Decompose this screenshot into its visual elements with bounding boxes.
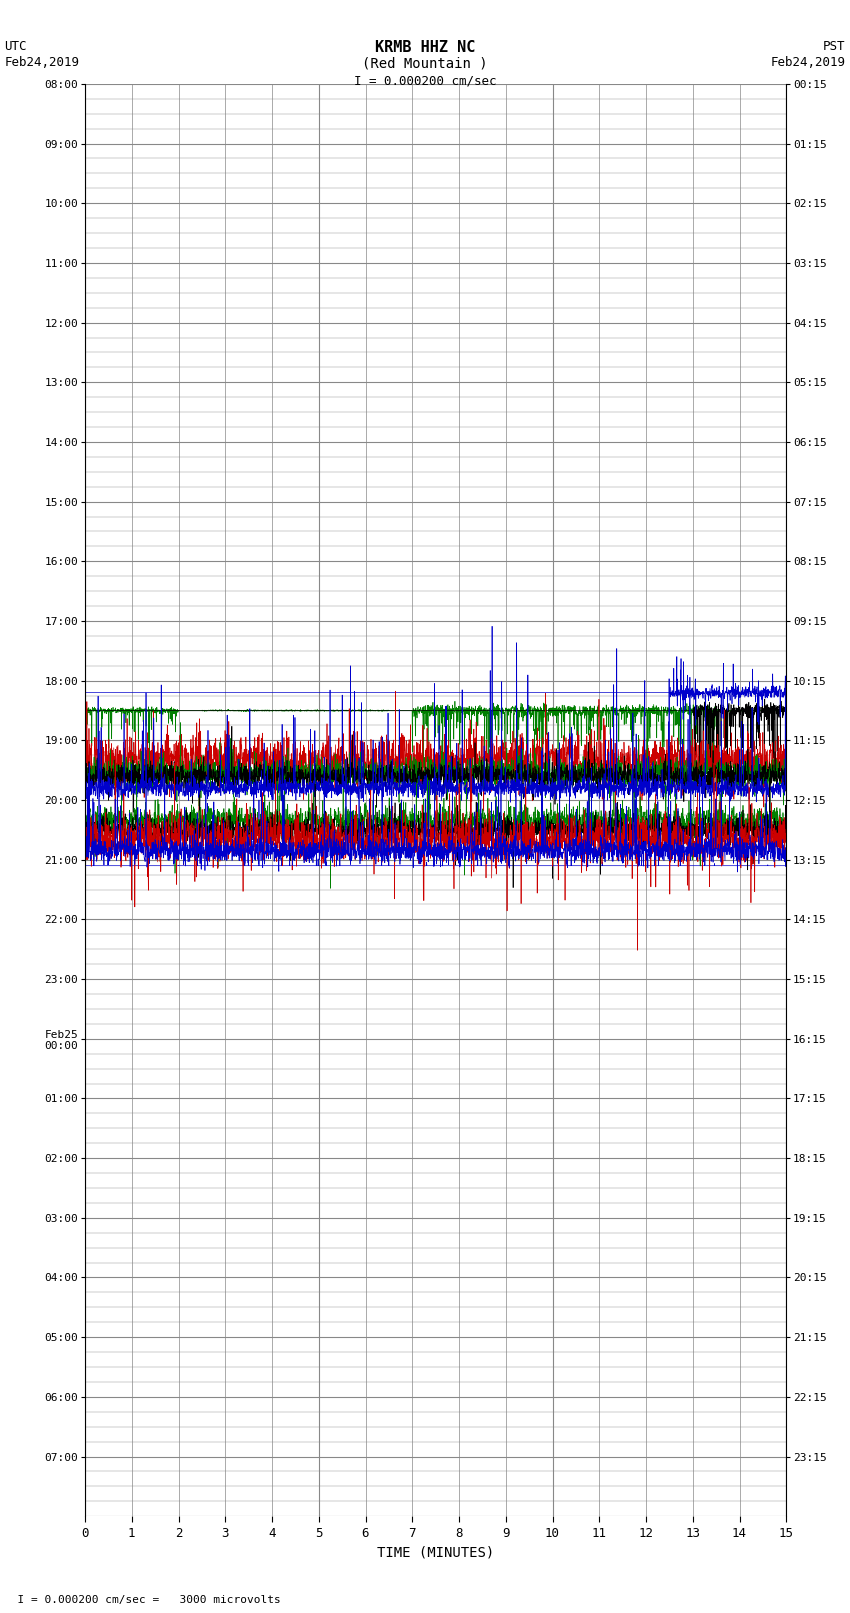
Text: I = 0.000200 cm/sec: I = 0.000200 cm/sec: [354, 74, 496, 87]
Text: I = 0.000200 cm/sec =   3000 microvolts: I = 0.000200 cm/sec = 3000 microvolts: [4, 1595, 281, 1605]
Text: UTC: UTC: [4, 40, 26, 53]
Text: KRMB HHZ NC: KRMB HHZ NC: [375, 40, 475, 55]
Text: Feb24,2019: Feb24,2019: [771, 56, 846, 69]
Text: PST: PST: [824, 40, 846, 53]
X-axis label: TIME (MINUTES): TIME (MINUTES): [377, 1545, 494, 1560]
Text: (Red Mountain ): (Red Mountain ): [362, 56, 488, 71]
Text: Feb24,2019: Feb24,2019: [4, 56, 79, 69]
